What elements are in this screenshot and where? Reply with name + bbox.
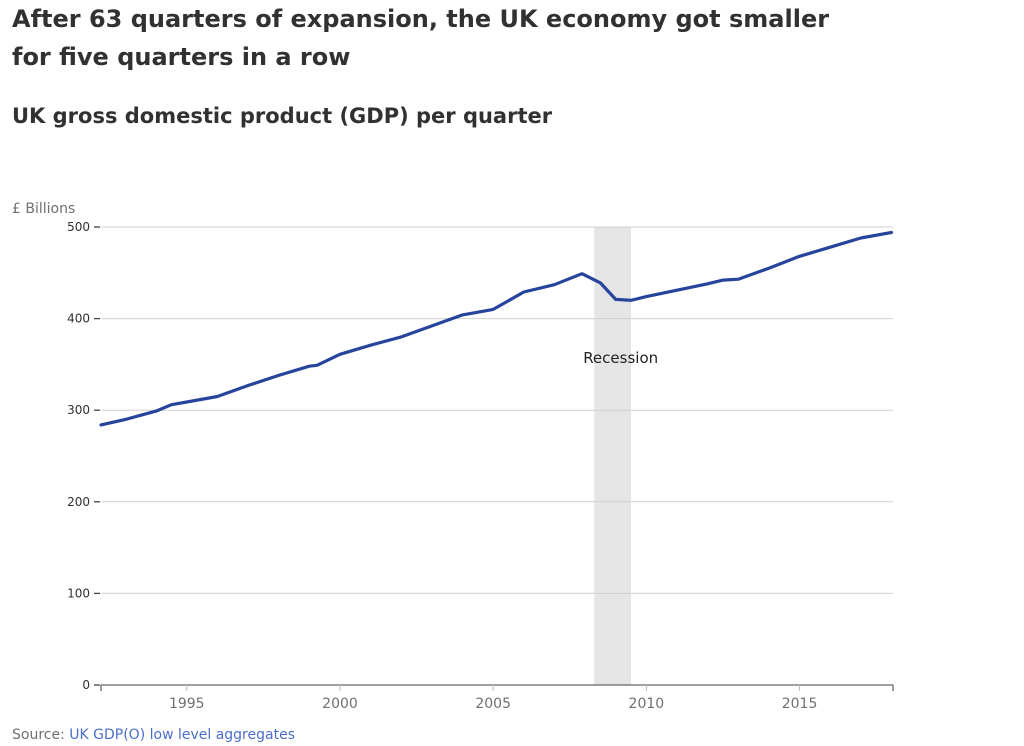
y-tick-label: 0 <box>82 678 90 692</box>
x-tick-label: 1995 <box>169 696 205 712</box>
y-axis-label: £ Billions <box>12 201 75 217</box>
x-tick-label: 2010 <box>629 696 665 712</box>
y-tick-label: 300 <box>67 403 90 417</box>
y-tick-label: 500 <box>67 220 90 234</box>
recession-band <box>594 227 632 685</box>
chart-subtitle: UK gross domestic product (GDP) per quar… <box>12 104 553 128</box>
gdp-line-chart: £ Billions 0 100 200 300 400 500 1995 2000 2005 20… <box>12 201 894 712</box>
x-tick-label: 2005 <box>475 696 511 712</box>
x-tick-label: 2000 <box>322 696 358 712</box>
recession-label: Recession <box>583 349 658 367</box>
gdp-series-line <box>99 230 894 427</box>
x-tick-label: 2015 <box>782 696 818 712</box>
source-note: Source: UK GDP(O) low level aggregates <box>12 727 295 743</box>
y-tick-label: 100 <box>67 586 90 600</box>
chart-title: After 63 quarters of expansion, the UK e… <box>12 5 830 71</box>
y-tick-label: 400 <box>67 312 90 326</box>
source-link[interactable]: UK GDP(O) low level aggregates <box>69 727 295 743</box>
source-label: Source: <box>12 727 70 743</box>
y-tick-label: 200 <box>67 495 90 509</box>
